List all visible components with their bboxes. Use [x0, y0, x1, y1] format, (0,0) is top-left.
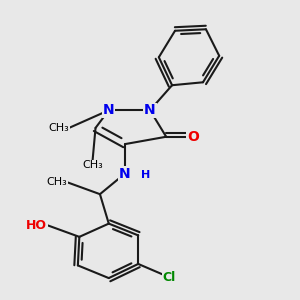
Text: Cl: Cl [163, 271, 176, 284]
Text: CH₃: CH₃ [47, 177, 68, 188]
Text: N: N [119, 167, 131, 181]
Text: N: N [103, 103, 115, 117]
Text: CH₃: CH₃ [82, 160, 103, 170]
Text: N: N [144, 103, 156, 117]
Text: O: O [187, 130, 199, 144]
Text: H: H [141, 170, 150, 180]
Text: HO: HO [26, 219, 47, 232]
Text: CH₃: CH₃ [48, 123, 69, 133]
